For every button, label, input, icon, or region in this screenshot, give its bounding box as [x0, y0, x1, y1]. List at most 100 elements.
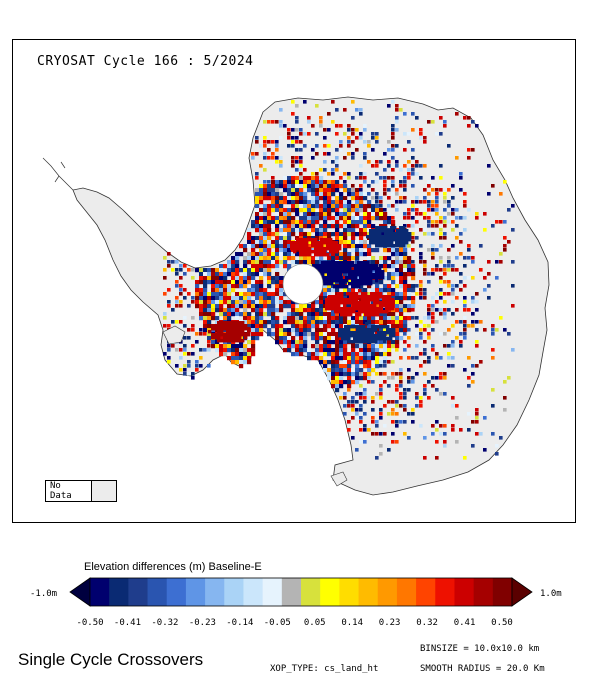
data-cell [183, 348, 187, 352]
data-cell [347, 364, 352, 369]
data-cell [171, 268, 175, 272]
data-cell [459, 344, 463, 348]
data-cell [439, 244, 443, 248]
colorbar-low-arrow [69, 577, 91, 607]
data-cell [349, 313, 353, 317]
data-cell [243, 360, 248, 365]
data-cell [247, 340, 252, 345]
data-cell [179, 264, 183, 268]
data-cell [275, 276, 280, 281]
data-cell [362, 325, 366, 329]
data-cell [215, 288, 220, 293]
data-cell [220, 330, 224, 334]
data-cell [271, 300, 276, 305]
data-cell [328, 307, 332, 311]
data-cell [455, 224, 459, 228]
data-cell [255, 152, 259, 156]
data-cell [358, 295, 362, 299]
data-cell [339, 279, 343, 283]
data-cell [271, 140, 275, 144]
data-cell [251, 276, 256, 281]
data-cell [463, 332, 467, 336]
data-cell [342, 279, 346, 283]
data-cell [255, 296, 260, 301]
data-cell [392, 328, 396, 332]
data-cell [319, 192, 324, 197]
data-cell [451, 208, 455, 212]
data-cell [244, 324, 248, 328]
data-cell [291, 340, 296, 345]
data-cell [327, 336, 332, 341]
data-cell [259, 268, 264, 273]
data-cell [439, 256, 443, 260]
data-cell [271, 216, 276, 221]
data-cell [368, 337, 372, 341]
data-cell [391, 204, 395, 208]
data-cell [291, 184, 296, 189]
data-cell [393, 232, 397, 236]
data-cell [343, 340, 348, 345]
data-cell [399, 300, 404, 305]
data-cell [431, 424, 435, 428]
data-cell [415, 284, 419, 288]
data-cell [354, 267, 358, 271]
data-cell [354, 285, 358, 289]
data-cell [351, 282, 355, 286]
data-cell [419, 260, 423, 264]
data-cell [364, 301, 368, 305]
data-cell [330, 279, 334, 283]
data-cell [386, 331, 390, 335]
no-data-swatch [92, 481, 116, 501]
data-cell [279, 120, 283, 124]
data-cell [352, 298, 356, 302]
data-cell [367, 298, 371, 302]
data-cell [451, 344, 455, 348]
data-cell [207, 312, 212, 317]
data-cell [395, 388, 399, 392]
data-cell [203, 348, 207, 352]
data-cell [419, 296, 423, 300]
data-cell [235, 321, 239, 325]
data-cell [363, 396, 367, 400]
data-cell [251, 256, 256, 261]
data-cell [475, 124, 479, 128]
data-cell [395, 256, 400, 261]
data-cell [331, 224, 336, 229]
data-cell [223, 312, 228, 317]
data-cell [303, 260, 308, 265]
data-cell [339, 348, 344, 353]
data-cell [347, 400, 351, 404]
data-cell [299, 332, 304, 337]
data-cell [235, 276, 240, 281]
data-cell [382, 295, 386, 299]
data-cell [259, 260, 264, 265]
data-cell [327, 256, 332, 261]
data-cell [311, 336, 316, 341]
data-cell [379, 340, 384, 345]
data-cell [175, 304, 179, 308]
data-cell [299, 344, 304, 349]
data-cell [439, 188, 443, 192]
data-cell [391, 252, 396, 257]
data-cell [331, 204, 336, 209]
data-cell [367, 224, 372, 229]
data-cell [345, 264, 349, 268]
data-cell [255, 304, 260, 309]
data-cell [303, 256, 308, 261]
data-cell [283, 264, 288, 269]
data-cell [382, 298, 386, 302]
data-cell [295, 188, 300, 193]
data-cell [332, 250, 336, 254]
data-cell [275, 268, 280, 273]
data-cell [459, 288, 463, 292]
data-cell [343, 244, 348, 249]
data-cell [380, 325, 384, 329]
data-cell [435, 264, 439, 268]
data-cell [167, 344, 171, 348]
data-cell [335, 332, 340, 337]
data-cell [423, 324, 427, 328]
data-cell [305, 244, 309, 248]
data-cell [423, 456, 427, 460]
data-cell [179, 368, 183, 372]
data-cell [396, 238, 400, 242]
